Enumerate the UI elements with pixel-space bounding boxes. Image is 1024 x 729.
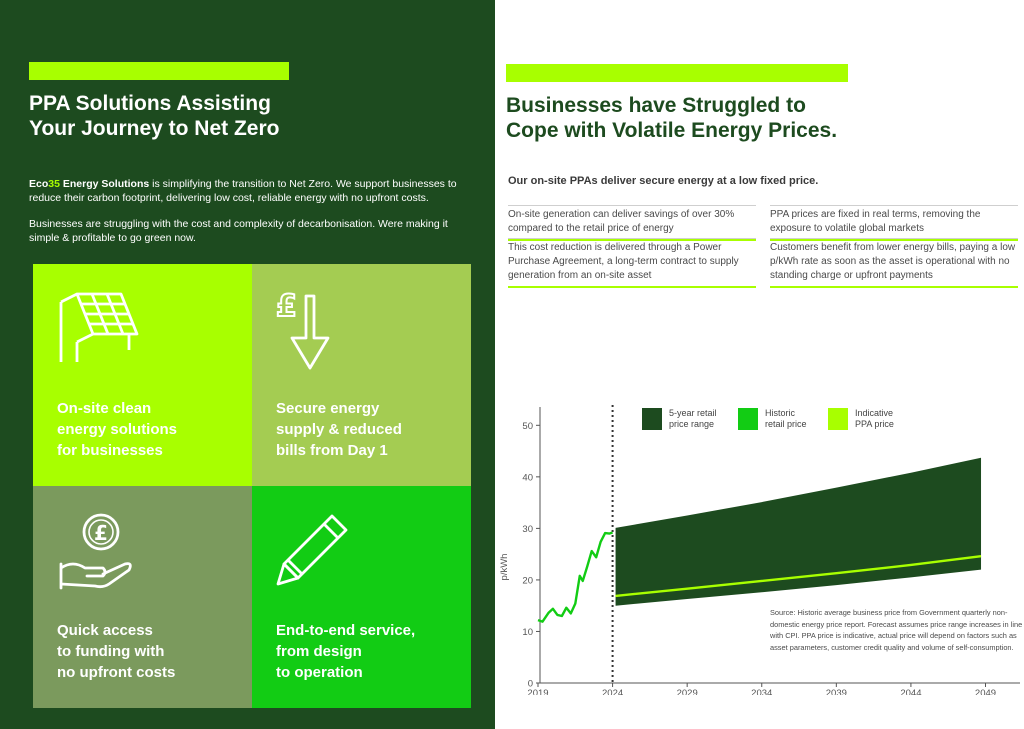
- x-tick-label: 2029: [677, 688, 698, 695]
- hand-coin-icon: £: [59, 513, 132, 590]
- right-panel: Businesses have Struggled to Cope with V…: [495, 0, 1024, 729]
- svg-text:£: £: [276, 290, 297, 324]
- series-ppa-price-line: [615, 555, 982, 598]
- x-tick-label: 2019: [527, 688, 548, 695]
- feature-lower-bills: Customers benefit from lower energy bill…: [770, 238, 1018, 288]
- intro-paragraph-2: Businesses are struggling with the cost …: [29, 218, 448, 244]
- tile-label: Secure energy supply & reduced bills fro…: [276, 400, 402, 459]
- feature-fixed-price: PPA prices are fixed in real terms, remo…: [770, 205, 1018, 241]
- tile-funding: £ Quick access to funding with no upfron…: [33, 486, 252, 708]
- solar-panel-icon: [59, 292, 139, 362]
- tile-end-to-end: End-to-end service, from design to opera…: [252, 486, 471, 708]
- x-tick-label: 2039: [826, 688, 847, 695]
- x-tick-label: 2034: [751, 688, 772, 695]
- y-tick-label: 50: [522, 421, 533, 432]
- y-tick-label: 10: [522, 627, 533, 638]
- accent-bar: [29, 62, 289, 80]
- tile-secure-supply: £ Secure energy supply & reduced bills f…: [252, 264, 471, 486]
- legend-label: PPA price: [855, 419, 894, 429]
- x-tick-label: 2024: [602, 688, 623, 695]
- tile-label: Quick access to funding with no upfront …: [57, 622, 176, 681]
- pencil-icon: [276, 514, 348, 586]
- y-tick-label: 0: [528, 679, 533, 690]
- subheading: Our on-site PPAs deliver secure energy a…: [508, 175, 819, 187]
- y-axis-label: p/kWh: [499, 554, 510, 581]
- y-tick-label: 40: [522, 472, 533, 483]
- legend-swatch: [642, 408, 662, 430]
- legend-label: price range: [669, 419, 714, 429]
- chart-source-note: Source: Historic average business price …: [770, 608, 1023, 652]
- series-historic-retail-price-line: [537, 531, 613, 623]
- x-tick-label: 2044: [900, 688, 921, 695]
- legend-label: 5-year retail: [669, 408, 717, 418]
- legend-swatch: [738, 408, 758, 430]
- feature-savings: On-site generation can deliver savings o…: [508, 205, 756, 241]
- left-panel: PPA Solutions Assisting Your Journey to …: [0, 0, 495, 729]
- brand-name: Eco35 Energy Solutions: [29, 178, 150, 190]
- page-title: PPA Solutions Assisting Your Journey to …: [29, 92, 280, 140]
- series-retail-price-range-area: [615, 457, 982, 606]
- legend-label: Historic: [765, 408, 796, 418]
- x-tick-label: 2049: [975, 688, 996, 695]
- tile-label: On-site clean energy solutions for busin…: [57, 400, 178, 459]
- legend-swatch: [828, 408, 848, 430]
- svg-text:£: £: [94, 521, 108, 545]
- legend-label: retail price: [765, 419, 807, 429]
- accent-bar: [506, 64, 848, 82]
- legend-label: Indicative: [855, 408, 893, 418]
- y-tick-label: 30: [522, 524, 533, 535]
- y-tick-label: 20: [522, 575, 533, 586]
- tile-onsite-energy: On-site clean energy solutions for busin…: [33, 264, 252, 486]
- intro-paragraph: Eco35 Energy Solutions is simplifying th…: [29, 178, 457, 204]
- tile-label: End-to-end service, from design to opera…: [276, 622, 416, 681]
- price-chart: 0 10 20 30 40 50 2019 2024 2029 2034 2039 2044 2049 p…: [499, 405, 1020, 695]
- pound-down-arrow-icon: £: [276, 290, 330, 370]
- section-title: Businesses have Struggled to Cope with V…: [506, 94, 838, 142]
- feature-ppa-contract: This cost reduction is delivered through…: [508, 238, 756, 288]
